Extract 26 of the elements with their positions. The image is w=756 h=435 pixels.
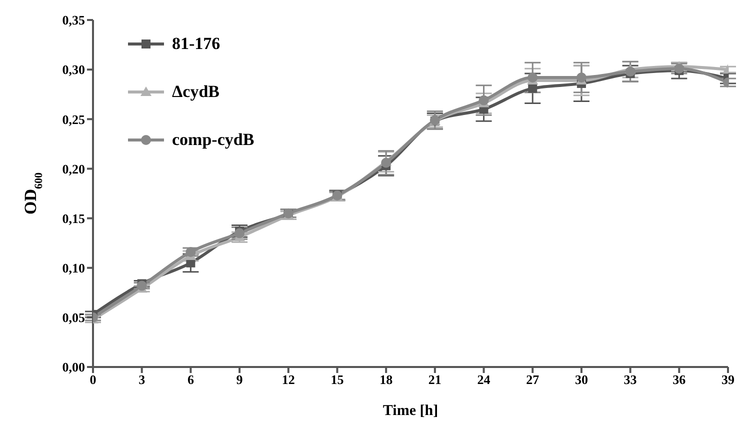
y-tick-label: 0,20 xyxy=(62,161,85,176)
y-tick-label: 0,00 xyxy=(62,360,85,375)
x-tick-label: 36 xyxy=(672,372,686,388)
x-tick-label: 6 xyxy=(187,372,194,388)
y-tick-label: 0,05 xyxy=(62,310,86,326)
x-tick-label: 9 xyxy=(236,372,244,388)
x-tick-label: 0 xyxy=(90,372,96,388)
x-axis-title: Time [h] xyxy=(382,403,438,419)
y-tick-label: 0,35 xyxy=(62,12,86,28)
x-tick-label: 15 xyxy=(330,372,344,388)
y-tick-label: 0,15 xyxy=(62,210,86,226)
y-tick-label: 0,10 xyxy=(62,260,85,276)
x-tick-label: 21 xyxy=(428,372,442,388)
x-tick-label: 18 xyxy=(380,372,394,388)
x-tick-label: 12 xyxy=(282,372,295,388)
x-tick-label: 24 xyxy=(477,372,491,388)
x-tick-label: 30 xyxy=(574,372,588,388)
x-tick-label: 33 xyxy=(624,372,638,388)
legend-label: 81-176 xyxy=(172,34,220,54)
legend-label: comp-cydB xyxy=(172,130,254,150)
x-tick-label: 27 xyxy=(526,372,540,388)
y-tick-label: 0,30 xyxy=(62,62,85,78)
y-tick-label: 0,25 xyxy=(62,112,86,127)
x-tick-label: 39 xyxy=(722,372,735,388)
x-tick-label: 3 xyxy=(138,372,146,388)
legend-label: ΔcydB xyxy=(172,82,220,102)
